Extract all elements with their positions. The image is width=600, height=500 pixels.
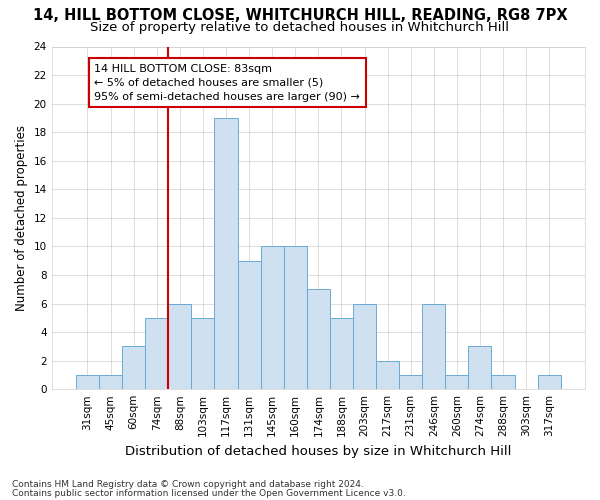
Y-axis label: Number of detached properties: Number of detached properties	[15, 125, 28, 311]
Text: 14 HILL BOTTOM CLOSE: 83sqm
← 5% of detached houses are smaller (5)
95% of semi-: 14 HILL BOTTOM CLOSE: 83sqm ← 5% of deta…	[94, 64, 360, 102]
Bar	[491, 375, 515, 389]
Bar	[168, 304, 191, 389]
Bar	[376, 360, 399, 389]
Bar	[307, 289, 330, 389]
Bar	[122, 346, 145, 389]
X-axis label: Distribution of detached houses by size in Whitchurch Hill: Distribution of detached houses by size …	[125, 444, 512, 458]
Bar	[284, 246, 307, 389]
Bar	[330, 318, 353, 389]
Bar	[145, 318, 168, 389]
Bar	[238, 260, 260, 389]
Bar	[445, 375, 469, 389]
Bar	[214, 118, 238, 389]
Bar	[260, 246, 284, 389]
Text: Size of property relative to detached houses in Whitchurch Hill: Size of property relative to detached ho…	[91, 21, 509, 34]
Bar	[538, 375, 561, 389]
Bar	[76, 375, 99, 389]
Bar	[422, 304, 445, 389]
Bar	[469, 346, 491, 389]
Text: 14, HILL BOTTOM CLOSE, WHITCHURCH HILL, READING, RG8 7PX: 14, HILL BOTTOM CLOSE, WHITCHURCH HILL, …	[32, 8, 568, 22]
Text: Contains public sector information licensed under the Open Government Licence v3: Contains public sector information licen…	[12, 489, 406, 498]
Bar	[99, 375, 122, 389]
Bar	[399, 375, 422, 389]
Text: Contains HM Land Registry data © Crown copyright and database right 2024.: Contains HM Land Registry data © Crown c…	[12, 480, 364, 489]
Bar	[191, 318, 214, 389]
Bar	[353, 304, 376, 389]
